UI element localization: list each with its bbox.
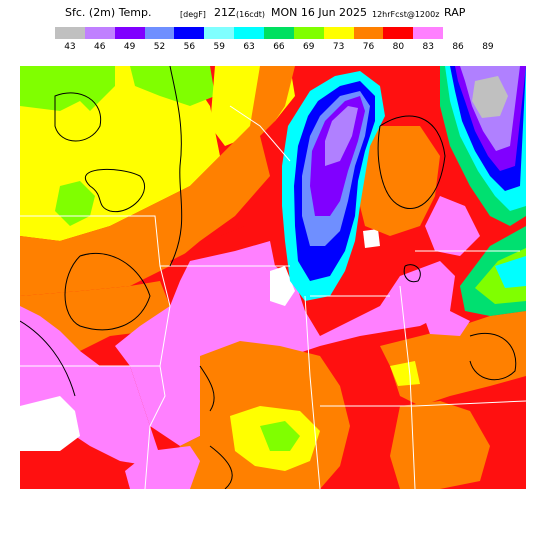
field-white-central	[270, 266, 295, 306]
lake-erie-cyan	[495, 256, 526, 288]
model-name: RAP	[444, 6, 466, 19]
legend-tick-label: 66	[273, 42, 285, 52]
legend-swatch	[413, 27, 444, 39]
legend-swatch	[383, 27, 414, 39]
field-yellow-east-small	[390, 361, 420, 386]
legend-swatch	[443, 27, 474, 39]
color-legend	[55, 27, 474, 39]
contour-1	[54, 92, 102, 142]
valid-local-time: (16cdt)	[236, 10, 266, 19]
border-line-3	[144, 305, 171, 489]
legend-tick-label: 86	[452, 42, 464, 52]
legend-swatch	[234, 27, 265, 39]
legend-swatch	[293, 27, 324, 39]
legend-tick-labels: 43 46 49 52 56 59 63 66 69 73 76 80 83 86 89	[55, 42, 495, 54]
valid-date: MON 16 Jun 2025	[271, 6, 368, 19]
legend-swatch	[174, 27, 205, 39]
field-pink-east-north	[425, 196, 480, 256]
field-white-lake-shore	[363, 229, 380, 248]
contour-8	[469, 332, 517, 381]
contour-10	[209, 445, 233, 489]
state-boundaries	[20, 105, 526, 489]
legend-tick-label: 73	[332, 42, 345, 52]
legend-swatch	[55, 27, 85, 39]
forecast-run: 12hrFcst@1200z	[372, 10, 440, 19]
legend-tick-label: 89	[482, 42, 494, 52]
legend-tick-label: 49	[123, 42, 136, 52]
legend-tick-label: 76	[362, 42, 375, 52]
legend-tick-label: 80	[392, 42, 405, 52]
contour-6	[20, 320, 76, 397]
legend-swatch	[323, 27, 354, 39]
border-line-6	[399, 285, 416, 489]
legend-tick-label: 63	[243, 42, 255, 52]
legend-tick-label: 43	[64, 42, 76, 52]
legend-swatch	[84, 27, 115, 39]
field-orange-east-north	[350, 126, 440, 236]
temperature-map	[20, 66, 526, 489]
legend-swatch	[353, 27, 384, 39]
legend-tick-label: 46	[94, 42, 106, 52]
contour-9	[403, 264, 421, 283]
contour-lines	[20, 66, 517, 489]
lake-huron-gray	[472, 76, 508, 118]
legend-tick-label: 56	[183, 42, 196, 52]
field-green-west-center	[55, 181, 95, 226]
field-pink-east	[420, 306, 470, 336]
field-orange-southeast	[390, 401, 490, 489]
border-line-9	[229, 105, 291, 162]
contour-5	[377, 115, 446, 209]
contour-4	[64, 252, 151, 331]
lake-michigan-lavender	[325, 106, 358, 166]
field-green-north	[130, 66, 215, 106]
contour-7	[199, 365, 215, 412]
legend-swatch	[264, 27, 294, 39]
legend-tick-label: 83	[422, 42, 434, 52]
legend-swatch	[114, 27, 145, 39]
field-pink-southwest	[125, 446, 200, 489]
product-title: Sfc. (2m) Temp.	[65, 6, 152, 19]
field-orange-north-center	[210, 66, 295, 206]
legend-swatch	[204, 27, 235, 39]
border-line-1	[20, 215, 171, 307]
units-label: [degF]	[180, 10, 206, 19]
contour-3	[169, 66, 183, 267]
field-white-west	[20, 396, 80, 451]
border-line-4	[304, 295, 321, 489]
legend-tick-label: 52	[153, 42, 166, 52]
map-header: Sfc. (2m) Temp. [degF] 21Z (16cdt) MON 1…	[0, 6, 548, 22]
contour-2	[84, 169, 146, 213]
valid-time: 21Z	[214, 6, 236, 19]
field-green-south	[260, 421, 300, 451]
legend-swatch	[144, 27, 175, 39]
legend-tick-label: 69	[303, 42, 315, 52]
legend-tick-label: 59	[213, 42, 225, 52]
border-line-8	[320, 400, 526, 407]
